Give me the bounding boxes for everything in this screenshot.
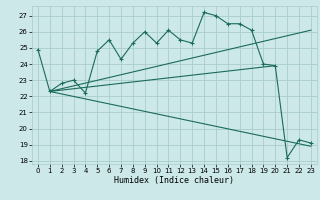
X-axis label: Humidex (Indice chaleur): Humidex (Indice chaleur) <box>115 176 234 185</box>
